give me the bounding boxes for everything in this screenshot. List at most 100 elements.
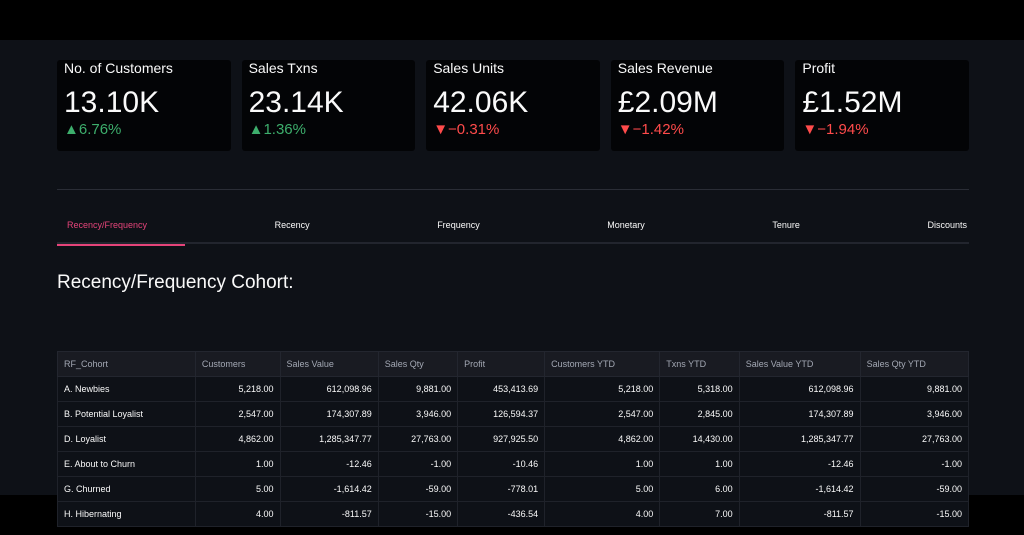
table-cell[interactable]: 4,862.00 — [194, 426, 281, 452]
metric-cards: No. of Customers 13.10K ▲6.76% Sales Txns… — [57, 60, 969, 151]
column-header[interactable]: Txns YTD — [659, 351, 740, 377]
arrow-up-icon: ▲ — [248, 121, 264, 138]
table-cell[interactable]: 612,098.96 — [279, 376, 379, 402]
tab-frequency[interactable]: Frequency — [437, 220, 480, 230]
arrow-down-icon: ▼ — [433, 121, 449, 138]
column-header[interactable]: Sales Value — [279, 351, 379, 377]
table-cell[interactable]: 27,763.00 — [377, 426, 459, 452]
table-cell[interactable]: -12.46 — [279, 451, 379, 477]
tab-monetary[interactable]: Monetary — [607, 220, 645, 230]
table-row: D. Loyalist 4,862.00 1,285,347.77 27,763.00… — [57, 426, 970, 452]
table-cell[interactable]: 9,881.00 — [859, 376, 970, 402]
metric-card: No. of Customers 13.10K ▲6.76% — [57, 60, 231, 151]
metric-delta: ▼−1.94% — [802, 122, 962, 138]
tab-recency[interactable]: Recency — [274, 220, 310, 230]
metric-value: 23.14K — [248, 86, 344, 119]
column-header[interactable]: Sales Qty YTD — [859, 351, 970, 377]
table-cell[interactable]: -1,614.42 — [279, 476, 379, 502]
table-cell[interactable]: 14,430.00 — [659, 426, 740, 452]
table-cell[interactable]: 5,218.00 — [544, 376, 661, 402]
tab-recency-frequency[interactable]: Recency/Frequency — [57, 213, 186, 246]
table-cell[interactable]: B. Potential Loyalist — [57, 401, 196, 427]
table-row: H. Hibernating 4.00 -811.57 -15.00 -436.54 4.… — [57, 501, 970, 527]
table-cell[interactable]: -778.01 — [457, 476, 546, 502]
table-row: E. About to Churn 1.00 -12.46 -1.00 -10.46 1.… — [57, 451, 970, 477]
tab-bar: Recency/Frequency Recency Frequency Monetar… — [57, 213, 969, 246]
table-cell[interactable]: -59.00 — [377, 476, 459, 502]
table-cell[interactable]: H. Hibernating — [57, 501, 196, 527]
table-cell[interactable]: 7.00 — [659, 501, 740, 527]
table-cell[interactable]: A. Newbies — [57, 376, 196, 402]
table-cell[interactable]: 6.00 — [659, 476, 740, 502]
tab-tenure[interactable]: Tenure — [772, 220, 800, 230]
table-cell[interactable]: 4,862.00 — [544, 426, 661, 452]
table-cell[interactable]: 4.00 — [544, 501, 661, 527]
table-cell[interactable]: 9,881.00 — [377, 376, 459, 402]
table-cell[interactable]: 4.00 — [194, 501, 281, 527]
table-cell[interactable]: 1,285,347.77 — [738, 426, 861, 452]
table-cell[interactable]: E. About to Churn — [57, 451, 196, 477]
metric-label: No. of Customers — [64, 60, 173, 76]
arrow-up-icon: ▲ — [64, 121, 79, 138]
table-cell[interactable]: 27,763.00 — [859, 426, 970, 452]
table-cell[interactable]: 2,547.00 — [194, 401, 281, 427]
column-header[interactable]: Profit — [457, 351, 546, 377]
table-cell[interactable]: -59.00 — [859, 476, 970, 502]
tab-discounts[interactable]: Discounts — [927, 220, 967, 230]
metric-label: Profit — [802, 60, 836, 76]
table-cell[interactable]: 1.00 — [194, 451, 281, 477]
table-cell[interactable]: 612,098.96 — [738, 376, 861, 402]
table-cell[interactable]: 174,307.89 — [738, 401, 861, 427]
table-cell[interactable]: 5,218.00 — [194, 376, 281, 402]
metric-delta-value: 6.76% — [78, 121, 122, 138]
table-row: G. Churned 5.00 -1,614.42 -59.00 -778.01 5.00… — [57, 476, 970, 502]
metric-delta: ▲1.36% — [249, 122, 409, 138]
column-header[interactable]: RF_Cohort — [57, 351, 196, 377]
cohort-table: RF_Cohort Customers Sales Value Sales Qty Pr… — [57, 351, 970, 527]
table-cell[interactable]: 5.00 — [194, 476, 281, 502]
table-cell[interactable]: 126,594.37 — [457, 401, 546, 427]
table-cell[interactable]: 2,547.00 — [544, 401, 661, 427]
table-row: A. Newbies 5,218.00 612,098.96 9,881.00 453,… — [57, 376, 970, 402]
metric-card: Sales Revenue £2.09M ▼−1.42% — [610, 60, 785, 151]
table-cell[interactable]: -15.00 — [377, 501, 459, 527]
column-header[interactable]: Customers YTD — [544, 351, 661, 377]
metric-value: £2.09M — [617, 86, 718, 119]
table-cell[interactable]: -1,614.42 — [738, 476, 861, 502]
table-cell[interactable]: 3,946.00 — [859, 401, 970, 427]
table-cell[interactable]: -10.46 — [457, 451, 546, 477]
metric-value: 42.06K — [433, 86, 529, 119]
table-cell[interactable]: -436.54 — [457, 501, 546, 527]
table-cell[interactable]: 2,845.00 — [659, 401, 740, 427]
metric-delta-value: −0.31% — [448, 121, 500, 138]
table-cell[interactable]: -1.00 — [377, 451, 459, 477]
arrow-down-icon: ▼ — [617, 121, 633, 138]
table-cell[interactable]: 1.00 — [544, 451, 661, 477]
table-cell[interactable]: -15.00 — [859, 501, 970, 527]
table-cell[interactable]: 174,307.89 — [279, 401, 379, 427]
table-cell[interactable]: 3,946.00 — [377, 401, 459, 427]
table-cell[interactable]: 1.00 — [659, 451, 740, 477]
metric-card: Profit £1.52M ▼−1.94% — [795, 60, 969, 151]
table-cell[interactable]: 5,318.00 — [659, 376, 740, 402]
table-header-row: RF_Cohort Customers Sales Value Sales Qty Pr… — [57, 351, 970, 377]
column-header[interactable]: Sales Value YTD — [738, 351, 861, 377]
table-cell[interactable]: -1.00 — [859, 451, 970, 477]
column-header[interactable]: Customers — [194, 351, 281, 377]
metric-card: Sales Units 42.06K ▼−0.31% — [426, 60, 600, 151]
table-cell[interactable]: G. Churned — [57, 476, 196, 502]
table-cell[interactable]: -12.46 — [738, 451, 861, 477]
dashboard: No. of Customers 13.10K ▲6.76% Sales Txns… — [0, 40, 1024, 527]
metric-delta-value: 1.36% — [263, 121, 306, 138]
table-cell[interactable]: 1,285,347.77 — [279, 426, 379, 452]
table-cell[interactable]: 453,413.69 — [457, 376, 546, 402]
table-cell[interactable]: 927,925.50 — [457, 426, 546, 452]
column-header[interactable]: Sales Qty — [377, 351, 459, 377]
table-cell[interactable]: -811.57 — [279, 501, 379, 527]
table-cell[interactable]: 5.00 — [544, 476, 661, 502]
metric-card: Sales Txns 23.14K ▲1.36% — [241, 60, 416, 151]
table-cell[interactable]: D. Loyalist — [57, 426, 196, 452]
metric-delta: ▲6.76% — [64, 122, 224, 138]
divider — [57, 189, 969, 190]
table-cell[interactable]: -811.57 — [738, 501, 861, 527]
